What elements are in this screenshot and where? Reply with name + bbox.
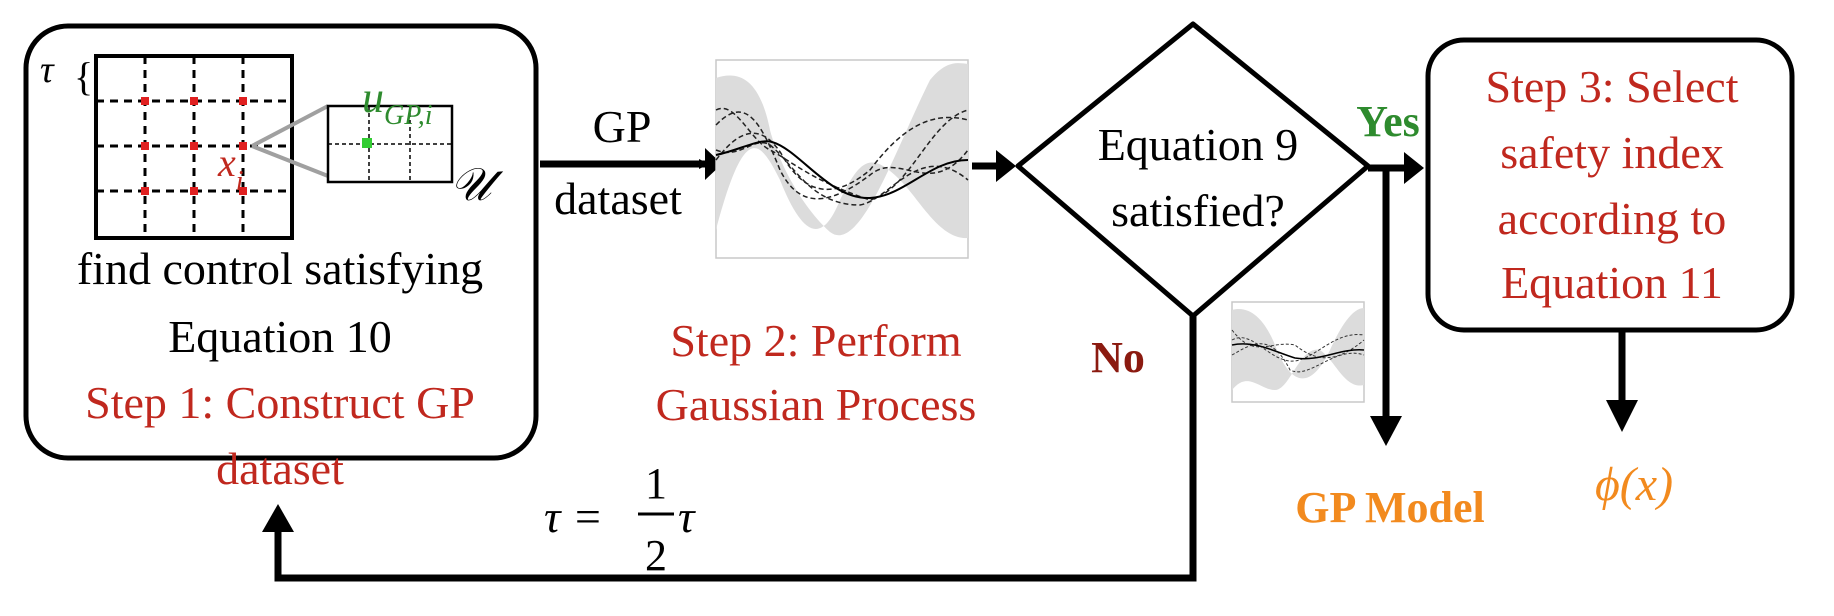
safety-index-output: ϕ(x) [1595, 458, 1673, 511]
tau-update-equation: τ = 1 2 τ [544, 459, 696, 580]
sample-grid [94, 54, 294, 240]
arrow1-label-line2: dataset [554, 173, 682, 224]
tau-brace: { [74, 54, 93, 99]
gp-model-thumbnail [1231, 301, 1365, 403]
step3-box [1425, 37, 1795, 333]
step3-line2: safety index [1500, 127, 1724, 178]
svg-text:τ =: τ = [544, 491, 603, 542]
svg-text:2: 2 [645, 531, 667, 580]
x-i-label: xi [217, 140, 244, 197]
step2-title-line1: Step 2: Perform [670, 315, 962, 366]
step1-description-line1: find control satisfying [77, 243, 483, 294]
step3-line3: according to [1498, 193, 1727, 244]
gp-model-output: GP Model [1295, 483, 1484, 532]
tau-symbol: τ [40, 49, 55, 91]
arrow1-label-line1: GP [593, 101, 652, 152]
decision-yes-label: Yes [1356, 97, 1420, 146]
step2-title-line2: Gaussian Process [656, 379, 977, 430]
decision-line2: satisfied? [1111, 185, 1285, 236]
zoom-connector [251, 104, 329, 178]
gp-plot [715, 59, 969, 259]
svg-text:1: 1 [645, 459, 667, 508]
decision-diamond [1015, 21, 1371, 319]
step1-description-line2: Equation 10 [168, 311, 392, 362]
decision-no-label: No [1091, 333, 1145, 382]
u-gp-label: uGP,i [362, 73, 433, 131]
control-grid [326, 104, 454, 184]
decision-line1: Equation 9 [1098, 119, 1299, 170]
step1-title-line2: dataset [216, 443, 344, 494]
grid-sample-points [141, 97, 247, 195]
control-sample-point [362, 138, 372, 148]
step1-title-line1: Step 1: Construct GP [85, 377, 475, 428]
svg-text:τ: τ [678, 491, 696, 542]
step3-line1: Step 3: Select [1486, 61, 1739, 112]
no-feedback-arrow [274, 316, 1197, 582]
step3-line4: Equation 11 [1501, 257, 1723, 308]
